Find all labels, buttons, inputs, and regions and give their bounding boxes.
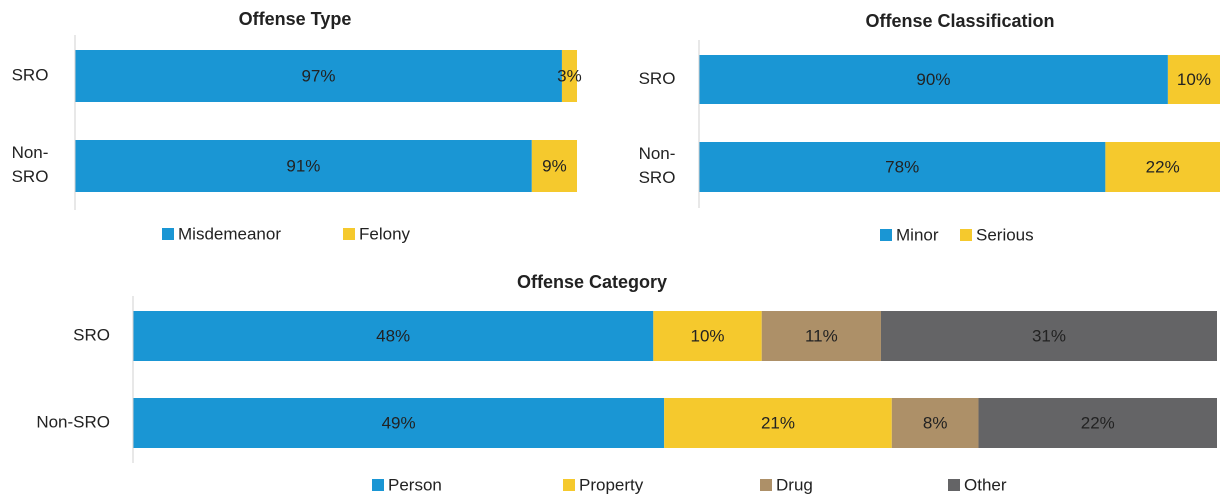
legend-label: Serious <box>976 225 1034 244</box>
chart: Offense Type SRO 97% 3% Non-SRO 91% 9% Misdemea… <box>12 9 582 244</box>
bar-segment <box>761 311 881 361</box>
data-label: 48% <box>376 326 410 345</box>
bar-segment <box>880 311 1217 361</box>
legend-label: Property <box>579 475 644 494</box>
chart: Offense Classification SRO 90% 10% Non-SRO 78… <box>639 11 1220 244</box>
data-label: 91% <box>286 156 320 175</box>
data-label: 3% <box>557 66 582 85</box>
data-label: 22% <box>1146 157 1180 176</box>
chart-title: Offense Category <box>517 272 667 292</box>
legend-label: Minor <box>896 225 939 244</box>
legend-swatch <box>372 479 384 491</box>
bar-segment <box>133 398 665 448</box>
bar-segment <box>664 398 892 448</box>
data-label: 8% <box>923 413 948 432</box>
bar-segment <box>699 142 1106 192</box>
chart-title: Offense Type <box>239 9 352 29</box>
chart-title: Offense Classification <box>865 11 1054 31</box>
data-label: 78% <box>885 157 919 176</box>
data-label: 31% <box>1032 326 1066 345</box>
category-label: Non-SRO <box>36 412 110 431</box>
data-label: 9% <box>542 156 567 175</box>
bar-segment <box>133 311 654 361</box>
category-label: SRO <box>12 65 49 84</box>
category-label: Non-SRO <box>639 144 676 187</box>
legend-label: Misdemeanor <box>178 224 281 243</box>
legend-swatch <box>880 229 892 241</box>
legend-swatch <box>162 228 174 240</box>
legend-swatch <box>948 479 960 491</box>
category-label: SRO <box>73 325 110 344</box>
bar-segment <box>978 398 1217 448</box>
data-label: 97% <box>301 66 335 85</box>
data-label: 10% <box>1177 70 1211 89</box>
category-label: SRO <box>639 69 676 88</box>
bar-segment <box>1167 55 1220 104</box>
data-label: 90% <box>916 70 950 89</box>
bar-segment <box>75 140 532 192</box>
bar-segment <box>561 50 577 102</box>
data-label: 21% <box>761 413 795 432</box>
legend-swatch <box>960 229 972 241</box>
category-label: Non-SRO <box>12 143 49 186</box>
legend-swatch <box>760 479 772 491</box>
bar-segment <box>891 398 979 448</box>
data-label: 10% <box>691 326 725 345</box>
data-label: 22% <box>1081 413 1115 432</box>
chart: Offense Category SRO 48% 10% 11% 31% Non-SRO 49… <box>36 272 1217 494</box>
data-label: 49% <box>382 413 416 432</box>
legend-swatch <box>563 479 575 491</box>
bar-segment <box>531 140 577 192</box>
bar-segment <box>1105 142 1220 192</box>
bar-segment <box>653 311 762 361</box>
legend-label: Other <box>964 475 1007 494</box>
legend-label: Person <box>388 475 442 494</box>
bar-segment <box>699 55 1168 104</box>
bar-segment <box>75 50 562 102</box>
data-label: 11% <box>805 326 838 345</box>
legend-label: Felony <box>359 224 411 243</box>
legend-swatch <box>343 228 355 240</box>
legend-label: Drug <box>776 475 813 494</box>
